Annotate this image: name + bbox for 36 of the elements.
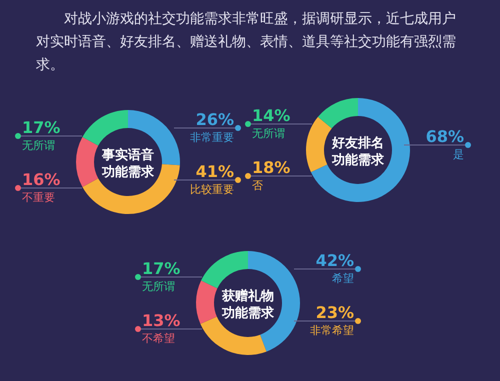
donut-slice: [196, 280, 218, 324]
data-label: 42%: [316, 251, 354, 270]
donut-slice: [310, 98, 410, 202]
data-label: 41%: [196, 162, 234, 181]
text: 获赠礼物功能需求: [221, 288, 275, 321]
legend-label: 否: [252, 179, 263, 192]
donut-slice: [318, 98, 358, 128]
data-label: 17%: [142, 259, 180, 278]
data-label: 18%: [252, 158, 290, 177]
legend-label: 不重要: [22, 191, 55, 204]
legend-label: 希望: [332, 272, 354, 285]
donut-slice: [76, 136, 98, 188]
legend-label: 无所谓: [142, 280, 175, 293]
donut-slice: [82, 110, 128, 146]
donut-slice: [248, 251, 300, 352]
legend-label: 是: [453, 148, 464, 161]
legend-label: 比较重要: [190, 183, 234, 196]
donut-slice: [306, 116, 332, 172]
legend-label: 无所谓: [22, 139, 55, 152]
data-label: 68%: [426, 127, 464, 146]
data-label: 17%: [22, 118, 60, 137]
legend-label: 不希望: [142, 332, 175, 345]
data-label: 14%: [252, 106, 290, 125]
data-label: 13%: [142, 311, 180, 330]
data-label: 16%: [22, 170, 60, 189]
data-label: 23%: [316, 303, 354, 322]
text: 好友排名功能需求: [331, 136, 385, 168]
legend-label: 无所谓: [252, 127, 285, 140]
text: 事实语音功能需求: [101, 147, 155, 180]
donut-slice: [82, 164, 180, 214]
legend-label: 非常希望: [310, 324, 354, 337]
donut-slice: [201, 251, 248, 288]
data-label: 26%: [196, 110, 234, 129]
legend-label: 非常重要: [190, 131, 234, 144]
donut-slice: [128, 110, 180, 166]
text: 对战小游戏的社交功能需求非常旺盛，据调研显示，近七成用户对实时语音、好友排名、赠送礼物、表情、道具等社交功能有强烈需求。: [36, 10, 457, 75]
